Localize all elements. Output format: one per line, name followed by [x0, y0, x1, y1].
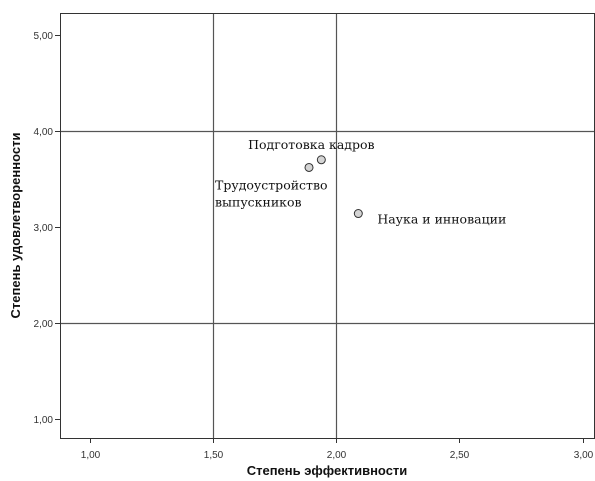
y-tick-label: 5,00 — [34, 31, 54, 42]
x-tick-label: 2,50 — [450, 450, 470, 461]
x-axis-title: Степень эффективности — [247, 463, 408, 478]
y-axis-title: Степень удовлетворенности — [8, 133, 23, 319]
y-axis-ticks: 1,00 2,00 3,00 4,00 5,00 — [34, 31, 60, 426]
x-axis-ticks: 1,00 1,50 2,00 2,50 3,00 — [81, 438, 594, 461]
data-points — [304, 155, 363, 219]
x-tick-label: 3,00 — [574, 450, 594, 461]
x-tick-label: 1,50 — [204, 450, 224, 461]
data-point — [316, 155, 326, 165]
data-point-label: Подготовка кадров — [248, 137, 374, 152]
data-point-label-line: Трудоустройство — [215, 177, 328, 192]
x-tick-label: 2,00 — [327, 450, 347, 461]
y-tick-label: 3,00 — [34, 223, 54, 234]
data-point-label: Трудоустройство выпускников — [215, 177, 328, 209]
x-tick-label: 1,00 — [81, 450, 101, 461]
reference-lines — [60, 13, 595, 438]
data-point — [353, 209, 363, 219]
y-tick-label: 4,00 — [34, 127, 54, 138]
data-point-label: Наука и инновации — [377, 212, 506, 227]
y-tick-label: 1,00 — [34, 415, 54, 426]
y-tick-label: 2,00 — [34, 319, 54, 330]
data-point — [304, 162, 314, 172]
data-point-labels: Подготовка кадров Трудоустройство выпускни… — [215, 137, 506, 227]
data-point-label-line: выпускников — [215, 194, 302, 209]
